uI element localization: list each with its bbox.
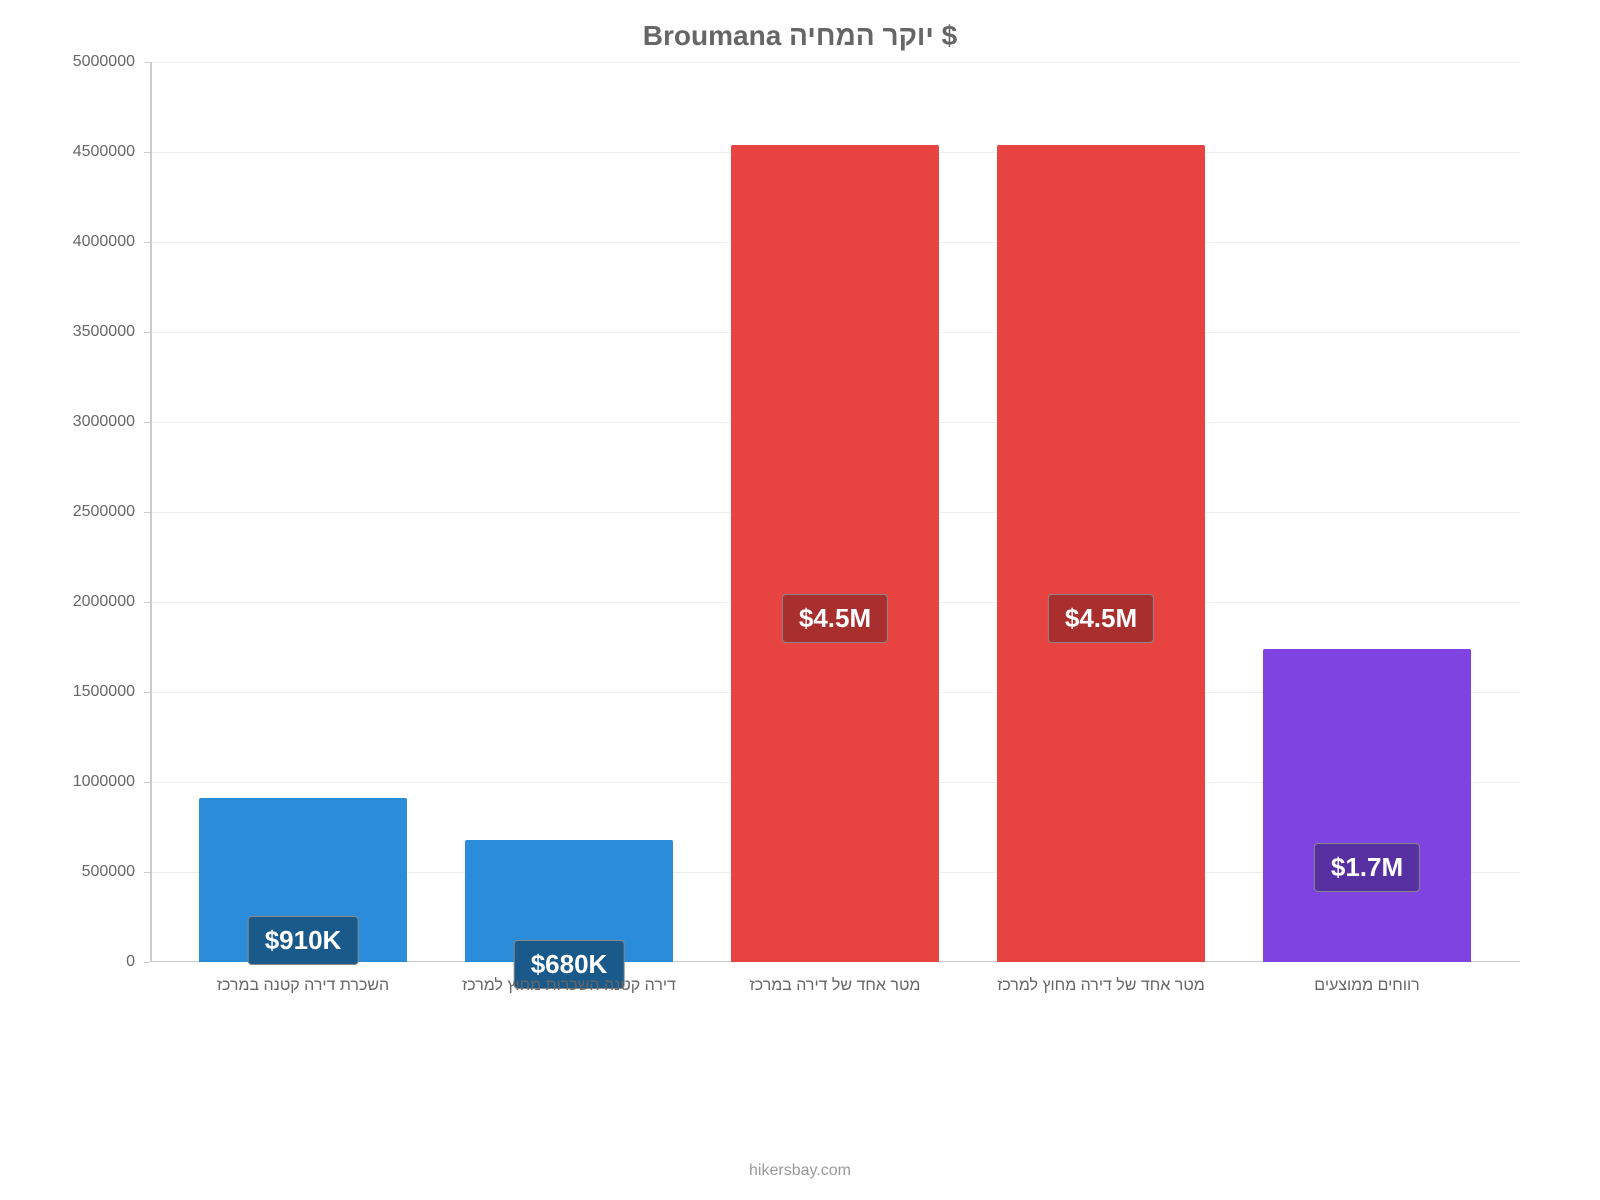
y-tick-label: 2500000 (73, 503, 135, 521)
x-axis-label: דירה קטנה השכרות מחוץ למרכז (436, 977, 702, 995)
y-tick-label: 500000 (82, 863, 135, 881)
x-axis-labels: השכרת דירה קטנה במרכזדירה קטנה השכרות מח… (150, 962, 1520, 995)
bar-value-label: $4.5M (782, 594, 888, 643)
chart-container: $ יוקר המחיה Broumana 050000010000001500… (50, 20, 1550, 1120)
bar: $910K (199, 798, 406, 962)
x-axis-label: השכרת דירה קטנה במרכז (170, 977, 436, 995)
y-tick-label: 3000000 (73, 413, 135, 431)
bar-value-label: $4.5M (1048, 594, 1154, 643)
plot-area: 0500000100000015000002000000250000030000… (150, 62, 1520, 962)
bar: $4.5M (731, 145, 938, 962)
bar-group: $4.5M (968, 62, 1234, 962)
bar: $680K (465, 840, 672, 962)
y-tick-label: 4500000 (73, 143, 135, 161)
bars-area: $910K $680K $4.5M $4.5M $1.7M (150, 62, 1520, 962)
bar-value-label: $1.7M (1314, 843, 1420, 892)
y-axis: 0500000100000015000002000000250000030000… (50, 62, 145, 962)
y-tick-label: 4000000 (73, 233, 135, 251)
y-tick-label: 1500000 (73, 683, 135, 701)
watermark: hikersbay.com (749, 1162, 851, 1180)
bar-value-label: $910K (248, 916, 359, 965)
bar: $4.5M (997, 145, 1204, 962)
bar-group: $1.7M (1234, 62, 1500, 962)
y-tick-label: 5000000 (73, 53, 135, 71)
chart-title: $ יוקר המחיה Broumana (50, 20, 1550, 52)
x-axis-label: רווחים ממוצעים (1234, 977, 1500, 995)
y-tick-label: 1000000 (73, 773, 135, 791)
bar-group: $910K (170, 62, 436, 962)
x-axis-label: מטר אחד של דירה מחוץ למרכז (968, 977, 1234, 995)
bar-group: $4.5M (702, 62, 968, 962)
x-axis-label: מטר אחד של דירה במרכז (702, 977, 968, 995)
bar-group: $680K (436, 62, 702, 962)
y-tick-label: 3500000 (73, 323, 135, 341)
y-tick-label: 0 (126, 953, 135, 971)
bar: $1.7M (1263, 649, 1470, 962)
y-tick-label: 2000000 (73, 593, 135, 611)
